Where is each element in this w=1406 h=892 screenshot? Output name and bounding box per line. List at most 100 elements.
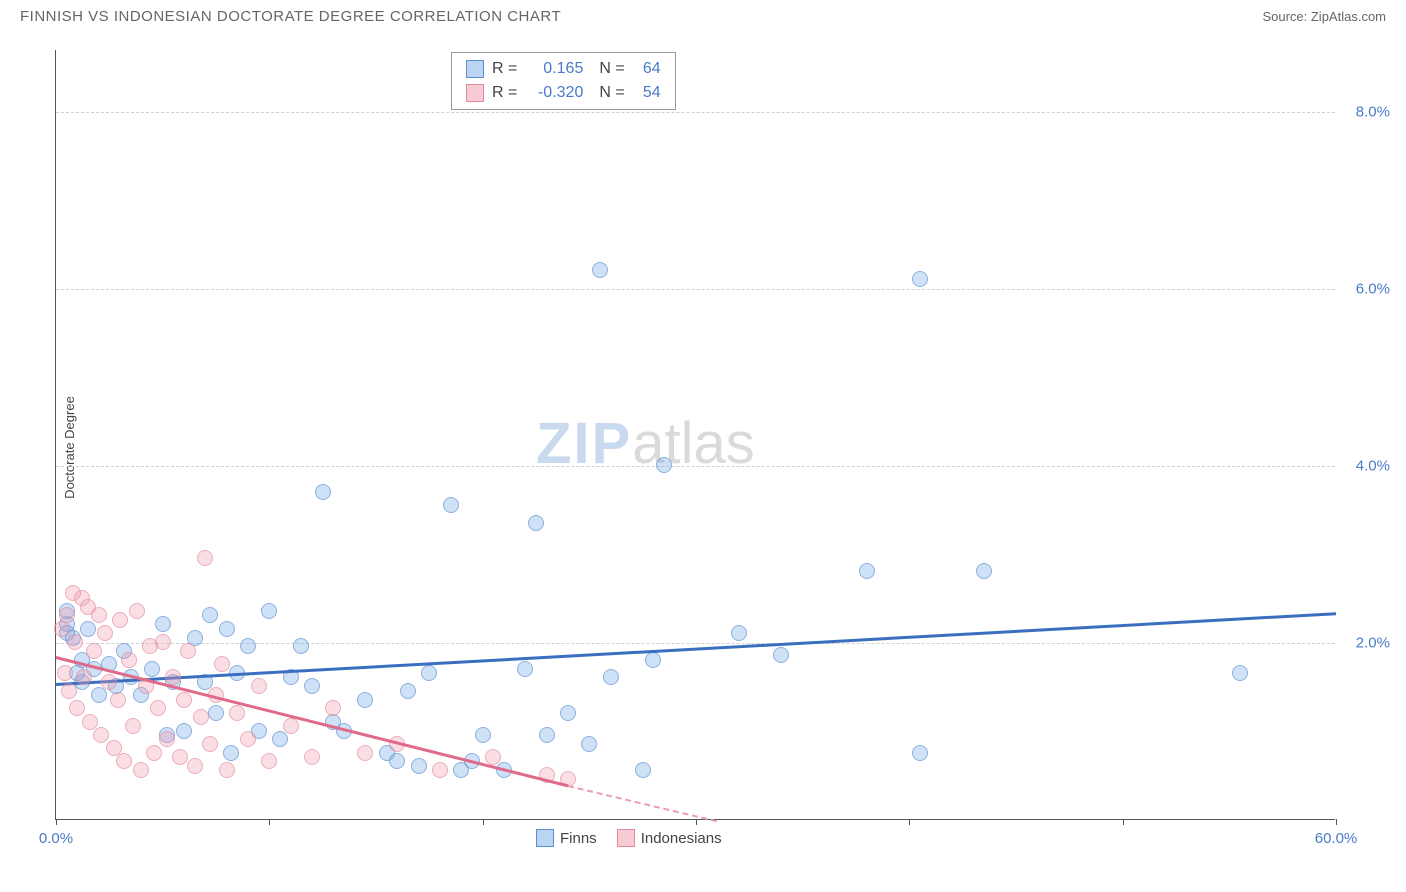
data-point (475, 727, 491, 743)
data-point (421, 665, 437, 681)
data-point (93, 727, 109, 743)
data-point (101, 674, 117, 690)
data-point (86, 643, 102, 659)
r-label: R = (492, 57, 517, 81)
legend-item-indonesians: Indonesians (617, 829, 722, 847)
data-point (411, 758, 427, 774)
r-value: 0.165 (525, 57, 583, 81)
data-point (121, 652, 137, 668)
data-point (240, 638, 256, 654)
data-point (773, 647, 789, 663)
gridline (56, 466, 1335, 467)
swatch-pink-icon (617, 829, 635, 847)
data-point (176, 692, 192, 708)
x-tick (909, 819, 910, 825)
data-point (656, 457, 672, 473)
data-point (283, 718, 299, 734)
data-point (560, 705, 576, 721)
data-point (251, 678, 267, 694)
data-point (443, 497, 459, 513)
r-label: R = (492, 81, 517, 105)
x-tick (483, 819, 484, 825)
x-tick (1336, 819, 1337, 825)
x-tick-label: 60.0% (1315, 830, 1358, 847)
data-point (202, 607, 218, 623)
chart-title: FINNISH VS INDONESIAN DOCTORATE DEGREE C… (20, 8, 561, 25)
data-point (116, 753, 132, 769)
legend-correlation: R = 0.165 N = 64 R = -0.320 N = 54 (451, 52, 676, 110)
data-point (357, 692, 373, 708)
x-tick (696, 819, 697, 825)
data-point (539, 727, 555, 743)
x-tick-label: 0.0% (39, 830, 73, 847)
data-point (129, 603, 145, 619)
data-point (80, 621, 96, 637)
data-point (146, 745, 162, 761)
data-point (214, 656, 230, 672)
data-point (432, 762, 448, 778)
data-point (912, 745, 928, 761)
data-point (315, 484, 331, 500)
data-point (155, 634, 171, 650)
x-tick (1123, 819, 1124, 825)
data-point (389, 753, 405, 769)
n-value: 64 (633, 57, 661, 81)
data-point (76, 669, 92, 685)
gridline (56, 112, 1335, 113)
data-point (357, 745, 373, 761)
swatch-blue-icon (466, 60, 484, 78)
data-point (219, 621, 235, 637)
data-point (592, 262, 608, 278)
data-point (91, 687, 107, 703)
data-point (528, 515, 544, 531)
data-point (61, 683, 77, 699)
data-point (223, 745, 239, 761)
data-point (240, 731, 256, 747)
trend-line (568, 785, 718, 822)
r-value: -0.320 (525, 81, 583, 105)
data-point (180, 643, 196, 659)
data-point (197, 550, 213, 566)
data-point (159, 731, 175, 747)
x-tick (56, 819, 57, 825)
data-point (150, 700, 166, 716)
data-point (155, 616, 171, 632)
legend-label: Finns (560, 830, 597, 847)
data-point (976, 563, 992, 579)
data-point (110, 692, 126, 708)
data-point (219, 762, 235, 778)
legend-label: Indonesians (641, 830, 722, 847)
data-point (517, 661, 533, 677)
data-point (261, 753, 277, 769)
data-point (645, 652, 661, 668)
data-point (581, 736, 597, 752)
data-point (176, 723, 192, 739)
data-point (400, 683, 416, 699)
swatch-blue-icon (536, 829, 554, 847)
data-point (125, 718, 141, 734)
data-point (304, 749, 320, 765)
scatter-chart: ZIPatlas R = 0.165 N = 64 R = -0.320 N =… (55, 50, 1335, 820)
gridline (56, 289, 1335, 290)
data-point (57, 665, 73, 681)
data-point (59, 607, 75, 623)
data-point (731, 625, 747, 641)
data-point (187, 758, 203, 774)
chart-source: Source: ZipAtlas.com (1262, 9, 1386, 24)
data-point (912, 271, 928, 287)
data-point (97, 625, 113, 641)
data-point (144, 661, 160, 677)
data-point (635, 762, 651, 778)
data-point (304, 678, 320, 694)
data-point (261, 603, 277, 619)
data-point (133, 762, 149, 778)
swatch-pink-icon (466, 84, 484, 102)
data-point (202, 736, 218, 752)
data-point (193, 709, 209, 725)
data-point (112, 612, 128, 628)
data-point (1232, 665, 1248, 681)
x-tick (269, 819, 270, 825)
n-label: N = (599, 81, 624, 105)
y-tick-label: 6.0% (1356, 280, 1390, 297)
chart-header: FINNISH VS INDONESIAN DOCTORATE DEGREE C… (0, 0, 1406, 29)
